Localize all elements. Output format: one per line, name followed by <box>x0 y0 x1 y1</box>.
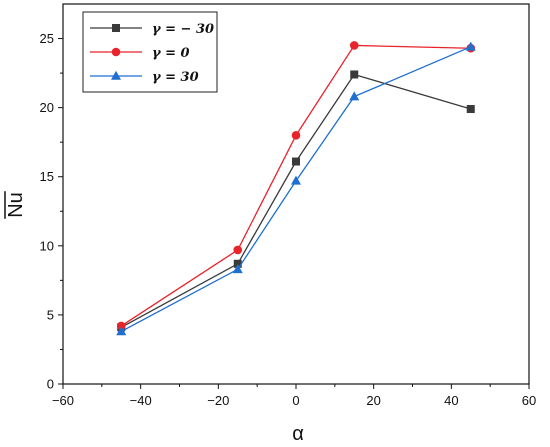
legend-marker <box>111 47 121 57</box>
data-point <box>465 41 476 51</box>
y-axis-title: Nu <box>5 192 27 218</box>
data-point <box>116 321 126 331</box>
series-layer <box>116 41 476 336</box>
x-tick-label: −40 <box>130 393 152 408</box>
y-tick-label: 15 <box>40 169 54 184</box>
data-point <box>349 41 359 50</box>
y-axis-title-group: Nu <box>4 191 27 219</box>
legend: γ = − 30 γ = 0 γ = 30 <box>82 11 218 93</box>
data-point <box>349 91 360 101</box>
data-point <box>291 130 301 140</box>
y-tick-label: 5 <box>47 307 54 322</box>
legend-label: γ = − 30 <box>152 22 214 37</box>
x-tick-label: 60 <box>522 393 536 408</box>
x-axis: −60 −40 −20 0 20 40 60 <box>52 384 536 408</box>
x-tick-label: 0 <box>292 393 299 408</box>
y-tick-label: 0 <box>47 377 54 392</box>
legend-label: γ = 0 <box>152 46 190 61</box>
series-0 <box>117 70 475 332</box>
y-tick-label: 20 <box>40 100 54 115</box>
data-point <box>291 175 301 185</box>
x-tick-label: −60 <box>52 393 74 408</box>
y-tick-label: 10 <box>40 238 54 253</box>
legend-marker <box>112 24 120 32</box>
data-point <box>116 326 127 336</box>
data-point <box>233 245 243 255</box>
data-point <box>466 105 475 114</box>
series-line <box>120 73 471 328</box>
y-axis: 0 5 10 15 20 25 <box>40 31 63 392</box>
data-point <box>292 157 300 166</box>
x-axis-title: α <box>292 423 304 445</box>
data-point <box>233 259 242 268</box>
data-point <box>232 264 243 274</box>
data-point <box>350 70 359 79</box>
series-2 <box>116 41 476 336</box>
x-tick-label: 20 <box>366 393 380 408</box>
legend-marker <box>111 70 121 80</box>
x-tick-label: 40 <box>444 393 458 408</box>
legend-label: γ = 30 <box>152 70 199 85</box>
x-tick-label: −20 <box>207 393 229 408</box>
y-tick-label: 25 <box>40 31 54 46</box>
